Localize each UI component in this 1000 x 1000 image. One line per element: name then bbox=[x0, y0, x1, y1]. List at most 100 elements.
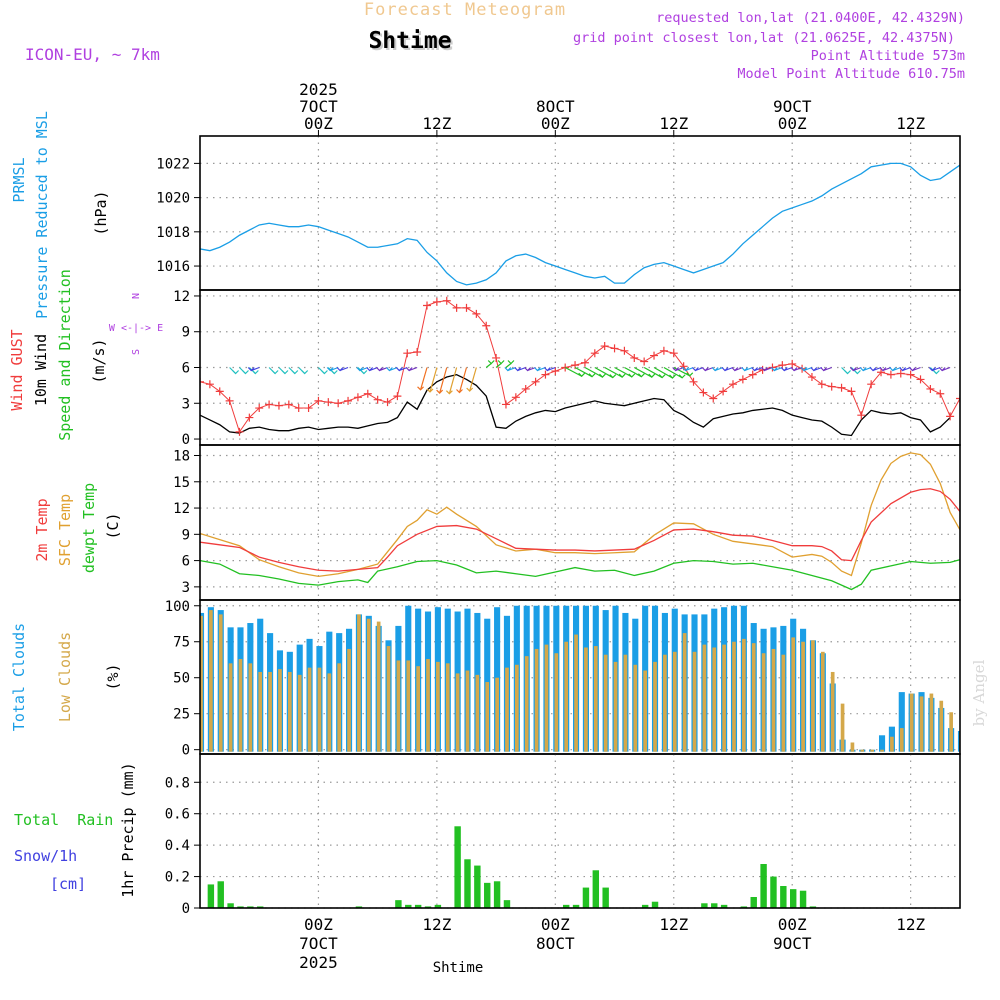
wind-arrow-head bbox=[366, 367, 374, 372]
wind-arrow-head bbox=[426, 388, 434, 393]
gust-marker bbox=[373, 395, 382, 404]
wind-arrow-head bbox=[578, 372, 586, 378]
gust-marker bbox=[353, 393, 362, 402]
wind-arrow-head bbox=[899, 367, 907, 372]
gust-marker bbox=[442, 296, 451, 305]
wind-arrow-head bbox=[849, 367, 857, 372]
wind-arrow-head bbox=[780, 367, 788, 372]
compass-north: N bbox=[131, 293, 142, 299]
y-tick-label: 3 bbox=[182, 396, 190, 412]
low-cloud-bar bbox=[653, 661, 657, 752]
bottom-time-label: 9OCT bbox=[773, 934, 812, 953]
low-cloud-bar bbox=[564, 641, 569, 752]
plot-area bbox=[200, 605, 973, 752]
wind-arrow-head bbox=[385, 367, 393, 372]
y-tick-label: 15 bbox=[173, 475, 190, 491]
low-cloud-bar bbox=[781, 654, 786, 752]
gust-marker bbox=[748, 370, 757, 379]
low-cloud-bar bbox=[860, 749, 865, 752]
wind-direction-arrow bbox=[505, 363, 512, 368]
wind-arrow-head bbox=[487, 360, 495, 365]
wind-arrow-head bbox=[682, 367, 689, 372]
low-cloud-bar bbox=[327, 673, 332, 752]
low-cloud-bar bbox=[337, 663, 342, 752]
y-tick-label: 9 bbox=[182, 527, 190, 543]
rain-bar bbox=[711, 903, 718, 908]
low-cloud-bar bbox=[949, 712, 953, 752]
wind-unit: (m/s) bbox=[90, 338, 108, 383]
wind-arrow-head bbox=[859, 367, 867, 372]
gust-marker bbox=[511, 393, 520, 402]
low-cloud-bar bbox=[801, 641, 805, 752]
low-cloud-bar bbox=[830, 671, 835, 752]
wind-arrow-head bbox=[466, 387, 474, 392]
bottom-time-label: 7OCT bbox=[299, 934, 338, 953]
low-cloud-bar bbox=[919, 696, 924, 752]
low-cloud-bar bbox=[633, 664, 638, 752]
rain-bar bbox=[780, 886, 787, 908]
snow-label: Snow/1h bbox=[14, 847, 77, 865]
bottom-time-label: 00Z bbox=[304, 915, 333, 934]
gust-marker bbox=[324, 398, 333, 407]
gust-marker bbox=[896, 369, 905, 378]
low-cloud-bar bbox=[850, 742, 855, 752]
low-cloud-bar bbox=[297, 674, 302, 752]
wind-arrow-head bbox=[251, 370, 259, 375]
rain-bar bbox=[602, 887, 609, 908]
model-point-altitude: Model Point Altitude 610.75m bbox=[737, 66, 965, 82]
bottom-time-label: 8OCT bbox=[536, 934, 575, 953]
low-cloud-bar bbox=[485, 682, 490, 752]
gust-marker bbox=[541, 370, 550, 379]
top-time-label: 00Z bbox=[778, 114, 807, 133]
gust-marker bbox=[432, 297, 441, 306]
wind-arrow-head bbox=[869, 367, 877, 372]
low-cloud-bar bbox=[593, 646, 598, 752]
compass-south: S bbox=[131, 349, 142, 355]
wind-arrow-head bbox=[648, 373, 656, 378]
low-cloud-bar bbox=[278, 669, 282, 752]
plot-area bbox=[200, 296, 960, 437]
low-cloud-bar bbox=[515, 664, 519, 752]
panel-frame bbox=[199, 444, 961, 601]
wind-direction-arrow bbox=[643, 366, 663, 379]
y-tick-label: 6 bbox=[182, 554, 190, 570]
wind-arrow-head bbox=[909, 367, 916, 372]
y-tick-label: 0 bbox=[182, 901, 190, 917]
wind-arrow-head bbox=[360, 370, 368, 375]
wind-arrow-head bbox=[456, 389, 463, 394]
temperature-unit: (C) bbox=[104, 512, 122, 539]
bottom-time-label: 00Z bbox=[778, 915, 807, 934]
top-time-label: 12Z bbox=[659, 114, 688, 133]
wind-direction-arrow bbox=[429, 367, 438, 393]
wind-arrow-head bbox=[281, 370, 289, 375]
temperature-panel: 3 6 9 12 15 18 bbox=[173, 444, 961, 601]
gust-marker bbox=[877, 368, 886, 377]
gust-marker bbox=[847, 387, 856, 396]
gust-marker bbox=[393, 392, 402, 401]
gust-marker bbox=[827, 382, 836, 391]
low-cloud-bar bbox=[909, 693, 914, 752]
gust-marker bbox=[728, 380, 737, 389]
rain-bar bbox=[207, 884, 215, 908]
y-tick-label: 0.8 bbox=[165, 775, 190, 791]
wind-arrow-head bbox=[701, 367, 709, 372]
subtitle: Forecast Meteogram bbox=[364, 0, 566, 20]
low-cloud-bar bbox=[574, 634, 578, 752]
gust-marker bbox=[462, 303, 471, 312]
low-cloud-bar bbox=[347, 648, 351, 752]
dewpt-line bbox=[200, 559, 960, 591]
y-tick-label: 100 bbox=[165, 599, 190, 615]
wind-direction-arrow bbox=[495, 363, 502, 368]
low-cloud-bar bbox=[495, 677, 499, 752]
wind-arrow-head bbox=[543, 367, 551, 372]
gust-marker bbox=[314, 396, 323, 405]
low-cloud-bar bbox=[357, 614, 361, 752]
rain-bar bbox=[720, 904, 728, 908]
precip-axis-label: 1hr Precip (mm) bbox=[119, 762, 137, 897]
gust-marker bbox=[719, 387, 728, 396]
gust-marker bbox=[284, 400, 293, 409]
low-cloud-bar bbox=[969, 734, 973, 752]
low-cloud-bar bbox=[524, 656, 529, 752]
low-cloud-bar bbox=[218, 614, 223, 752]
